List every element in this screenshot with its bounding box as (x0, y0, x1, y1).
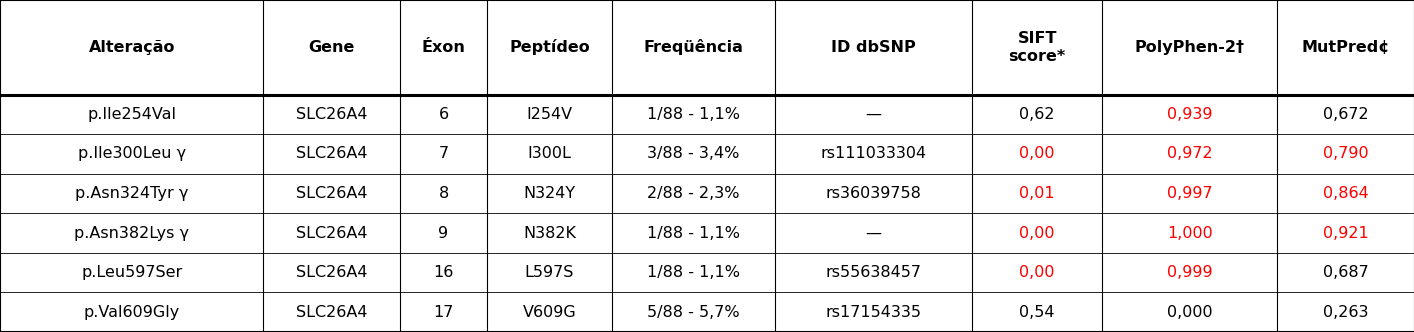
Text: p.Ile254Val: p.Ile254Val (88, 107, 177, 122)
Text: p.Val609Gly: p.Val609Gly (83, 305, 180, 320)
Text: rs17154335: rs17154335 (826, 305, 922, 320)
Text: rs111033304: rs111033304 (820, 146, 926, 161)
Text: p.Leu597Ser: p.Leu597Ser (81, 265, 182, 280)
Text: 5/88 - 5,7%: 5/88 - 5,7% (648, 305, 740, 320)
Text: SLC26A4: SLC26A4 (296, 146, 368, 161)
Text: SLC26A4: SLC26A4 (296, 107, 368, 122)
Text: 2/88 - 2,3%: 2/88 - 2,3% (648, 186, 740, 201)
Text: 0,00: 0,00 (1019, 225, 1055, 241)
Text: 0,263: 0,263 (1324, 305, 1369, 320)
Text: N324Y: N324Y (523, 186, 575, 201)
Text: —: — (865, 107, 882, 122)
Text: MutPred¢: MutPred¢ (1301, 40, 1390, 55)
Text: SIFT
score*: SIFT score* (1008, 31, 1066, 64)
Text: 0,790: 0,790 (1324, 146, 1369, 161)
Text: 0,54: 0,54 (1019, 305, 1055, 320)
Text: 0,939: 0,939 (1167, 107, 1212, 122)
Text: SLC26A4: SLC26A4 (296, 305, 368, 320)
Text: 17: 17 (433, 305, 454, 320)
Text: SLC26A4: SLC26A4 (296, 225, 368, 241)
Text: PolyPhen-2†: PolyPhen-2† (1134, 40, 1244, 55)
Text: p.Ile300Leu γ: p.Ile300Leu γ (78, 146, 185, 161)
Text: 8: 8 (438, 186, 448, 201)
Text: 0,921: 0,921 (1322, 225, 1369, 241)
Text: SLC26A4: SLC26A4 (296, 186, 368, 201)
Text: 0,62: 0,62 (1019, 107, 1055, 122)
Text: V609G: V609G (523, 305, 577, 320)
Text: rs36039758: rs36039758 (826, 186, 922, 201)
Text: Peptídeo: Peptídeo (509, 39, 590, 55)
Text: 0,000: 0,000 (1167, 305, 1213, 320)
Text: 9: 9 (438, 225, 448, 241)
Text: 0,672: 0,672 (1324, 107, 1369, 122)
Text: I254V: I254V (526, 107, 573, 122)
Text: L597S: L597S (525, 265, 574, 280)
Text: Freqüência: Freqüência (643, 39, 744, 55)
Text: p.Asn324Tyr γ: p.Asn324Tyr γ (75, 186, 188, 201)
Text: 1/88 - 1,1%: 1/88 - 1,1% (648, 265, 740, 280)
Text: N382K: N382K (523, 225, 575, 241)
Text: SLC26A4: SLC26A4 (296, 265, 368, 280)
Text: I300L: I300L (527, 146, 571, 161)
Text: 0,00: 0,00 (1019, 265, 1055, 280)
Text: ID dbSNP: ID dbSNP (831, 40, 916, 55)
Text: 16: 16 (433, 265, 454, 280)
Text: 0,01: 0,01 (1019, 186, 1055, 201)
Text: 6: 6 (438, 107, 448, 122)
Text: —: — (865, 225, 882, 241)
Text: 0,999: 0,999 (1167, 265, 1213, 280)
Text: Éxon: Éxon (421, 40, 465, 55)
Text: 7: 7 (438, 146, 448, 161)
Text: 1,000: 1,000 (1167, 225, 1213, 241)
Text: 1/88 - 1,1%: 1/88 - 1,1% (648, 107, 740, 122)
Text: 0,687: 0,687 (1322, 265, 1369, 280)
Text: 0,997: 0,997 (1167, 186, 1213, 201)
Text: 0,00: 0,00 (1019, 146, 1055, 161)
Text: 3/88 - 3,4%: 3/88 - 3,4% (648, 146, 740, 161)
Text: rs55638457: rs55638457 (826, 265, 922, 280)
Text: Alteração: Alteração (89, 40, 175, 55)
Text: 0,864: 0,864 (1322, 186, 1369, 201)
Text: Gene: Gene (308, 40, 355, 55)
Text: 0,972: 0,972 (1167, 146, 1213, 161)
Text: p.Asn382Lys γ: p.Asn382Lys γ (74, 225, 189, 241)
Text: 1/88 - 1,1%: 1/88 - 1,1% (648, 225, 740, 241)
